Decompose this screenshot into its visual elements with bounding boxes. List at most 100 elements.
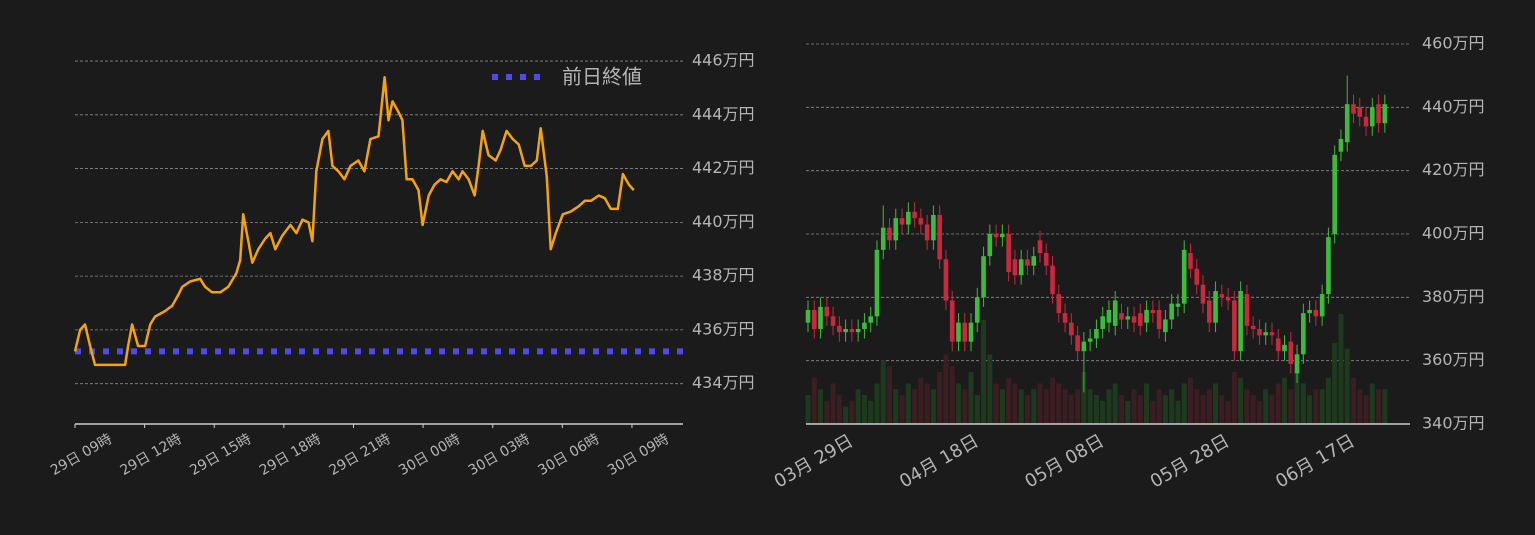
y-tick-label: 440万円 bbox=[692, 212, 755, 231]
volume-bar bbox=[1194, 389, 1200, 424]
volume-bar bbox=[1231, 371, 1237, 424]
candle-body bbox=[1332, 154, 1337, 234]
volume-bar bbox=[843, 406, 849, 424]
candle-body bbox=[1150, 310, 1156, 314]
volume-bar bbox=[949, 366, 955, 424]
candle-body bbox=[1244, 294, 1250, 326]
candle-body bbox=[1062, 313, 1068, 323]
volume-bar bbox=[924, 383, 930, 424]
candle-body bbox=[805, 310, 811, 323]
volume-bar bbox=[1250, 395, 1256, 424]
candle-body bbox=[1232, 300, 1237, 352]
candle-body bbox=[1100, 316, 1105, 329]
volume-bar bbox=[1357, 389, 1363, 424]
volume-bar bbox=[918, 377, 924, 424]
candle-body bbox=[962, 322, 968, 342]
candle-body bbox=[1307, 310, 1312, 314]
candle-body bbox=[1370, 107, 1375, 127]
candle-body bbox=[1363, 116, 1369, 127]
candle-body bbox=[912, 211, 917, 219]
candle-body bbox=[880, 227, 886, 250]
volume-bar bbox=[937, 371, 943, 424]
volume-bar bbox=[1137, 395, 1143, 424]
candle-body bbox=[1056, 294, 1062, 314]
volume-bar bbox=[1037, 383, 1043, 424]
candle-body bbox=[981, 256, 986, 298]
volume-bar bbox=[849, 400, 855, 424]
candle-body bbox=[974, 297, 980, 323]
volume-bar bbox=[1332, 342, 1338, 424]
candle-body bbox=[1138, 313, 1143, 326]
y-tick-label: 360万円 bbox=[1422, 350, 1485, 369]
candle-body bbox=[1163, 319, 1168, 333]
candle-body bbox=[1094, 329, 1099, 339]
volume-bar bbox=[868, 400, 874, 424]
candle-body bbox=[1344, 104, 1350, 143]
candle-body bbox=[943, 259, 949, 301]
candle-body bbox=[1181, 249, 1187, 304]
volume-bar bbox=[818, 389, 824, 424]
candle-body bbox=[1106, 310, 1112, 323]
candle-body bbox=[868, 316, 873, 323]
volume-bar bbox=[962, 389, 968, 424]
candle-body bbox=[1275, 338, 1281, 352]
volume-bar bbox=[1244, 389, 1250, 424]
candle-body bbox=[1326, 237, 1331, 295]
candle-body bbox=[987, 234, 993, 257]
volume-bar bbox=[1031, 389, 1037, 424]
volume-bar bbox=[1169, 389, 1175, 424]
volume-bar bbox=[1181, 383, 1187, 424]
volume-bar bbox=[1338, 314, 1344, 424]
volume-bar bbox=[1050, 377, 1056, 424]
candle-body bbox=[1206, 300, 1212, 323]
y-tick-label: 440万円 bbox=[1422, 97, 1485, 116]
candle-body bbox=[899, 218, 905, 225]
candle-body bbox=[1319, 294, 1325, 317]
volume-bar bbox=[1175, 400, 1181, 424]
volume-bar bbox=[1187, 377, 1193, 424]
volume-bar bbox=[899, 395, 905, 424]
volume-bar bbox=[836, 395, 842, 424]
volume-bar bbox=[1162, 395, 1168, 424]
candle-body bbox=[1012, 259, 1018, 276]
volume-bar bbox=[974, 395, 980, 424]
price-line bbox=[73, 75, 635, 367]
y-tick-label: 420万円 bbox=[1422, 160, 1485, 179]
volume-bar bbox=[955, 383, 961, 424]
volume-bar bbox=[830, 383, 836, 424]
candle-body bbox=[824, 306, 830, 317]
candle-body bbox=[1294, 354, 1300, 374]
volume-bar bbox=[1369, 383, 1375, 424]
candle-body bbox=[1156, 310, 1162, 329]
volume-bar bbox=[999, 389, 1005, 424]
candle-body bbox=[918, 218, 924, 225]
volume-bar bbox=[1325, 377, 1331, 424]
y-tick-label: 438万円 bbox=[692, 266, 755, 285]
candle-body bbox=[956, 322, 961, 342]
volume-bar bbox=[1112, 383, 1118, 424]
candle-body bbox=[1000, 234, 1005, 238]
volume-bar bbox=[1119, 395, 1124, 424]
candle-body bbox=[1200, 284, 1206, 304]
volume-bar bbox=[993, 383, 999, 424]
candle-body bbox=[1131, 316, 1137, 323]
volume-bar bbox=[855, 389, 861, 424]
volume-bar bbox=[987, 354, 993, 424]
volume-bar bbox=[1100, 400, 1106, 424]
candle-body bbox=[1219, 294, 1225, 298]
candle-body bbox=[1031, 256, 1037, 266]
volume-bar bbox=[805, 395, 811, 424]
legend-label: 前日終値 bbox=[562, 65, 642, 89]
volume-bar bbox=[1307, 395, 1313, 424]
candle-body bbox=[1263, 332, 1269, 336]
volume-bar bbox=[1062, 389, 1068, 424]
volume-bar bbox=[1006, 377, 1012, 424]
volume-bar bbox=[1093, 395, 1099, 424]
volume-bar bbox=[1225, 400, 1231, 424]
volume-bar bbox=[1282, 377, 1288, 424]
volume-bar bbox=[912, 389, 918, 424]
volume-bar bbox=[1350, 377, 1356, 424]
volume-bar bbox=[880, 360, 886, 424]
y-tick-label: 444万円 bbox=[692, 104, 755, 123]
